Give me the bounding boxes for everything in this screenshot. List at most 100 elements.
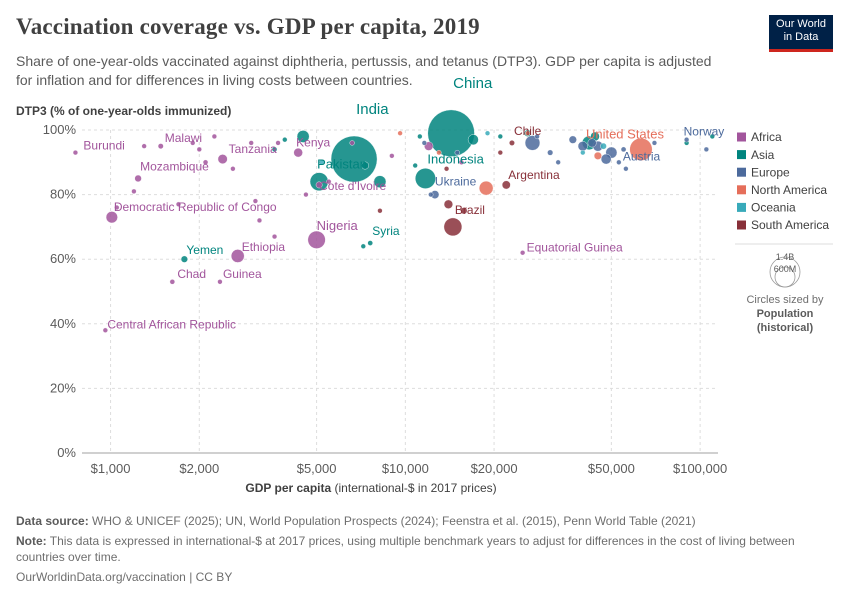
data-point[interactable] [296,130,310,143]
data-point[interactable] [497,150,503,156]
point-ethiopia[interactable] [230,249,245,263]
data-point[interactable] [361,161,369,170]
legend-item-oceania[interactable]: Oceania [737,201,796,215]
legend-item-north-america[interactable]: North America [737,183,827,197]
y-tick-label: 60% [50,251,76,266]
data-point[interactable] [497,133,503,140]
data-point[interactable] [248,140,254,146]
data-point[interactable] [175,201,182,207]
point-cote-d-ivoire[interactable] [315,181,323,189]
point-equatorial-guinea[interactable] [520,250,526,256]
legend-item-south-america[interactable]: South America [737,218,829,232]
data-point[interactable] [373,175,387,188]
point-chad[interactable] [169,279,176,285]
point-central-african-republic[interactable] [102,327,108,333]
point-austria[interactable] [616,159,622,165]
x-tick-label: $2,000 [179,461,219,476]
data-point[interactable] [443,199,453,209]
data-point[interactable] [303,192,309,198]
data-point[interactable] [275,140,281,146]
x-axis-label-rest: (international-$ in 2017 prices) [331,481,496,495]
data-point[interactable] [131,188,137,194]
data-point[interactable] [651,140,658,146]
data-point[interactable] [460,207,468,215]
data-point[interactable] [484,130,491,136]
data-point[interactable] [623,166,629,172]
label-united-states: United States [586,126,665,141]
point-india[interactable] [330,135,378,183]
data-point[interactable] [458,159,465,165]
data-point[interactable] [230,166,236,172]
point-chile[interactable] [509,140,515,146]
data-point[interactable] [389,153,395,159]
data-point[interactable] [524,135,541,151]
data-point[interactable] [436,150,442,156]
data-point[interactable] [600,142,607,150]
data-point[interactable] [196,146,202,152]
data-point[interactable] [349,140,355,146]
data-point[interactable] [593,151,602,160]
legend-item-africa[interactable]: Africa [737,130,782,144]
data-point[interactable] [256,217,263,224]
legend-item-asia[interactable]: Asia [737,148,775,162]
label-mozambique: Mozambique [140,159,209,173]
label-malawi: Malawi [165,131,202,145]
data-point[interactable] [555,159,561,165]
data-point[interactable] [141,143,147,149]
point-indonesia[interactable] [415,168,436,189]
point-brazil[interactable] [443,217,463,237]
data-point[interactable] [454,150,460,156]
data-point[interactable] [319,159,325,165]
data-point[interactable] [587,138,597,148]
data-point[interactable] [421,140,427,146]
data-point[interactable] [190,140,196,146]
data-point[interactable] [428,192,434,198]
data-point[interactable] [600,153,612,165]
url-line[interactable]: OurWorldinData.org/vaccination | CC BY [16,570,233,584]
point-malawi[interactable] [157,143,164,150]
owid-logo[interactable]: Our World in Data [769,15,833,52]
data-point[interactable] [703,146,709,152]
point-yemen[interactable] [180,255,188,263]
point-burundi[interactable] [72,150,79,156]
point-guinea[interactable] [217,279,223,285]
data-point[interactable] [271,233,278,240]
data-point[interactable] [547,149,554,156]
data-point[interactable] [252,198,259,204]
point-norway[interactable] [684,137,690,143]
data-point[interactable] [577,141,588,152]
data-point[interactable] [282,137,288,143]
data-point[interactable] [467,134,479,146]
data-point[interactable] [211,133,217,140]
point-mozambique[interactable] [134,174,142,183]
point-united-states[interactable] [629,137,653,161]
data-point[interactable] [417,133,423,140]
data-point[interactable] [568,135,577,144]
point-nigeria[interactable] [307,230,326,249]
data-point[interactable] [412,162,418,169]
data-point[interactable] [377,208,383,214]
legend-item-europe[interactable]: Europe [737,165,790,179]
data-point[interactable] [443,166,450,172]
point-syria[interactable] [367,240,373,246]
data-point[interactable] [397,130,403,136]
point-china[interactable] [427,109,475,157]
chart-subtitle: Share of one-year-olds vaccinated agains… [16,53,712,88]
size-legend-small-circle [774,266,796,288]
data-point[interactable] [478,180,494,196]
data-point[interactable] [534,133,540,140]
data-point[interactable] [580,150,586,156]
point-democratic-republic-of-congo[interactable] [105,211,118,224]
data-point[interactable] [326,179,332,185]
data-point[interactable] [709,133,715,140]
data-point[interactable] [271,146,278,153]
data-point[interactable] [360,243,366,249]
data-point[interactable] [114,204,120,211]
data-point[interactable] [202,159,209,165]
point-argentina[interactable] [501,180,511,190]
point-kenya[interactable] [293,147,303,158]
data-point[interactable] [620,146,627,153]
y-tick-label: 100% [43,122,77,137]
data-point[interactable] [525,130,531,136]
point-tanzania[interactable] [217,154,228,164]
